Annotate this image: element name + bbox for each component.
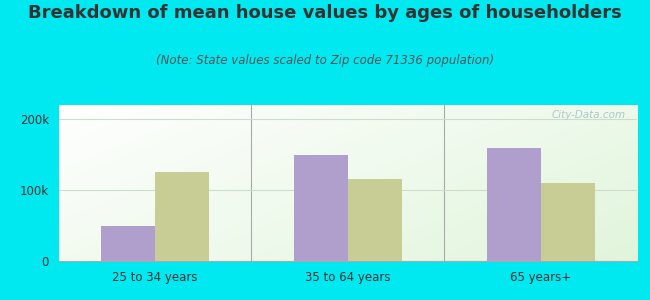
Bar [155, 172, 209, 261]
Bar [487, 148, 541, 261]
Text: (Note: State values scaled to Zip code 71336 population): (Note: State values scaled to Zip code 7… [156, 54, 494, 67]
Text: Breakdown of mean house values by ages of householders: Breakdown of mean house values by ages o… [28, 4, 622, 22]
Bar [541, 183, 595, 261]
Bar [101, 226, 155, 261]
Text: City-Data.com: City-Data.com [551, 110, 625, 120]
Bar [294, 154, 348, 261]
Bar [348, 179, 402, 261]
